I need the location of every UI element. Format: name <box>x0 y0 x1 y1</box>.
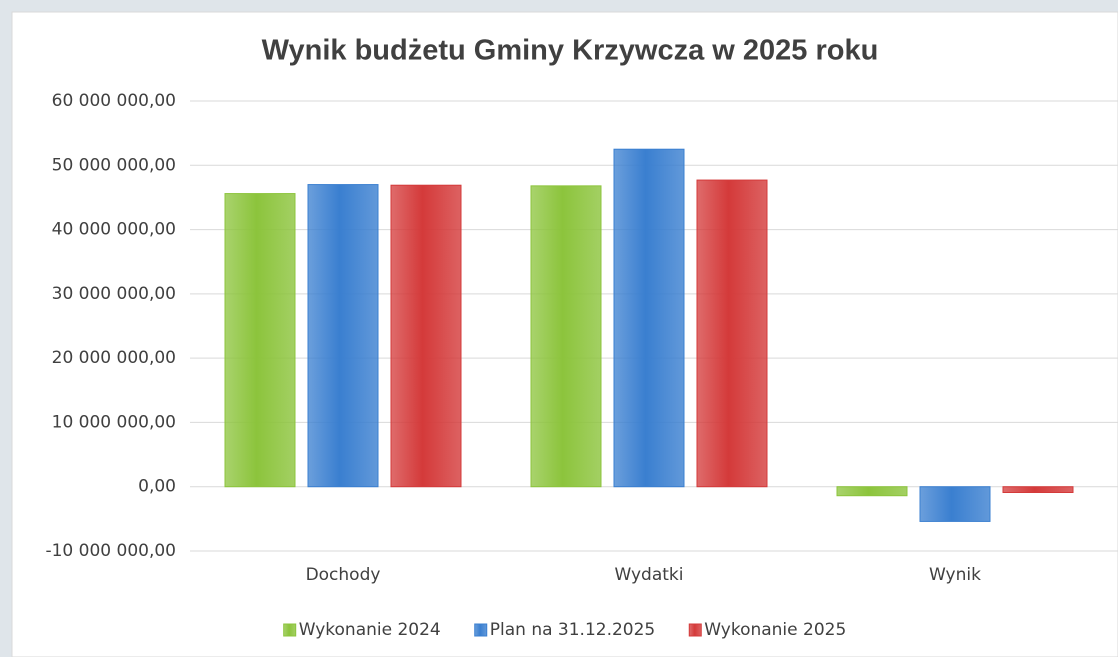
y-tick-label: 10 000 000,00 <box>52 412 176 432</box>
bar <box>696 179 768 488</box>
bar <box>390 184 462 488</box>
y-tick-label: 60 000 000,00 <box>52 91 176 111</box>
y-tick-label: -10 000 000,00 <box>45 541 176 561</box>
x-tick-label: Dochody <box>306 565 381 585</box>
y-tick-label: 40 000 000,00 <box>52 220 176 240</box>
bar <box>1002 486 1074 494</box>
bar <box>836 486 908 497</box>
bar <box>613 148 685 488</box>
legend-label: Wykonanie 2025 <box>704 620 846 640</box>
y-tick-label: 20 000 000,00 <box>52 348 176 368</box>
bar <box>224 193 296 488</box>
bar <box>919 486 991 522</box>
y-tick-label: 0,00 <box>138 477 176 497</box>
legend-label: Plan na 31.12.2025 <box>490 620 656 640</box>
legend: Wykonanie 2024 Plan na 31.12.2025 Wykonani… <box>283 620 846 640</box>
legend-swatch <box>474 623 488 637</box>
y-tick-label: 30 000 000,00 <box>52 284 176 304</box>
bar <box>530 185 602 488</box>
legend-swatch <box>283 623 297 637</box>
y-tick-label: 50 000 000,00 <box>52 155 176 175</box>
x-tick-label: Wydatki <box>614 565 683 585</box>
legend-swatch <box>688 623 702 637</box>
x-tick-label: Wynik <box>929 565 981 585</box>
legend-label: Wykonanie 2024 <box>299 620 441 640</box>
chart-title: Wynik budżetu Gminy Krzywcza w 2025 roku <box>262 35 879 67</box>
bar <box>307 184 379 488</box>
